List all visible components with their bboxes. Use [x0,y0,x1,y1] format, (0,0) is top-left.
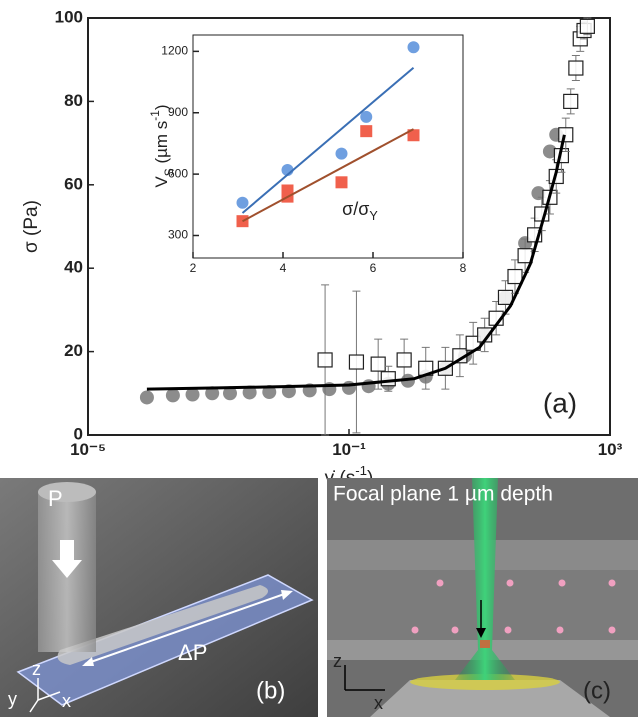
point [407,41,420,54]
caption: Focal plane 1 µm depth [333,483,553,506]
axis-x [37,691,61,701]
point [360,125,373,138]
label-part: -1 [355,463,367,478]
axis-label: z [32,659,41,679]
point [342,380,356,395]
point [205,386,220,401]
axis-label: x [62,691,71,711]
label-part: Y [369,209,378,223]
inlet-top [38,482,96,502]
dp-arrow [84,591,291,665]
channel-slab [16,574,314,706]
panel-b: P ΔP z y x (b) [0,478,318,717]
y-tick-label: 80 [64,91,83,110]
y-tick-label: 600 [168,166,188,180]
point [348,354,365,370]
label-part: σ/σ [342,199,369,219]
y-tick-label: 0 [74,424,83,443]
point [165,388,180,403]
point [531,186,546,201]
fit-line [241,66,415,214]
laser-beam [455,478,515,680]
point [507,268,523,285]
label-part: ) [152,104,171,110]
axis-y [29,699,39,713]
point [335,176,348,189]
point [335,147,348,160]
point [558,127,574,143]
plot-frame [192,34,464,259]
axis-label: z [333,651,342,671]
label-part: -1 [148,110,162,121]
y-tick-label: 1200 [161,44,188,58]
point [242,385,257,400]
x-tick-label: 6 [370,261,377,275]
point [542,144,557,159]
y-tick-label: 100 [55,7,83,26]
label-part: V [152,176,171,188]
x-tick-label: 10⁻¹ [332,440,366,459]
pressure-drop-label: ΔP [178,640,207,665]
x-tick-label: 10⁻⁵ [70,440,106,459]
fit-line [146,134,566,391]
y-axis-label: VS (µm s-1) [148,104,176,187]
focal-point [480,640,490,648]
point [222,386,237,401]
x-tick-label: 2 [190,261,197,275]
panel-c: z x Focal plane 1 µm depth (c) [327,478,638,717]
label-part: (µm s [152,121,171,169]
x-tick-label: 8 [460,261,467,275]
point [563,93,579,110]
y-tick-label: 60 [64,174,83,193]
y-tick-label: 20 [64,341,83,360]
fit-line [242,128,414,223]
point [579,18,595,34]
panel-label: (b) [256,677,285,704]
axis-label: y [8,689,17,709]
y-tick-label: 900 [168,105,188,119]
point [360,110,373,123]
point [396,352,412,368]
objective [370,680,610,717]
dp-arrowhead [281,590,293,600]
pressure-label: P [48,486,63,511]
dp-arrowhead [82,657,94,666]
focus-arrowhead [476,628,486,638]
y-tick-label: 300 [168,228,188,242]
focal-glow [410,674,560,690]
y-axis-label: σ (Pa) [21,200,42,253]
point [317,352,333,368]
point [185,387,200,402]
axis-label: x [374,693,383,713]
annotation: (a) [543,387,577,418]
point [139,390,154,405]
point [262,385,277,400]
channel [57,585,269,665]
x-tick-label: 4 [280,261,287,275]
y-tick-label: 40 [64,258,83,277]
x-tick-label: 10³ [598,440,623,459]
point [236,196,249,209]
point [370,356,386,372]
point [407,129,420,142]
label-part: S [162,168,176,176]
point [497,289,514,305]
pressure-arrow [52,540,82,578]
particles [411,579,616,634]
point [568,60,584,76]
point [380,371,396,387]
x-axis-label: σ/σY [342,199,378,224]
panel-label: (c) [583,677,611,704]
